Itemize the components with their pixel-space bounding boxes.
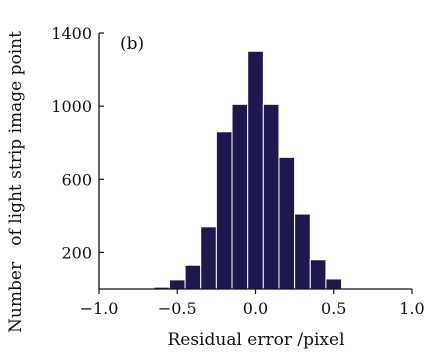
histogram-bar (168, 279, 186, 290)
x-axis-title: Residual error /pixel (167, 330, 344, 350)
histogram-bar (184, 264, 202, 290)
histogram-bar (231, 103, 249, 290)
histogram-bar (200, 226, 217, 290)
x-tick-label: −0.5 (158, 299, 197, 318)
x-tick-label: 0.0 (243, 299, 268, 318)
histogram-bar (215, 131, 233, 290)
y-tick-label: 200 (61, 243, 92, 262)
histogram-bar (325, 278, 343, 290)
histogram-bar (247, 50, 264, 290)
histogram-bar (262, 103, 280, 290)
y-tick-label: 1000 (51, 97, 92, 116)
x-tick-label: 1.0 (399, 299, 424, 318)
panel-label: (b) (120, 34, 144, 54)
y-tick-label: 600 (61, 170, 92, 189)
x-tick-label: 0.5 (321, 299, 346, 318)
histogram-bar (278, 156, 296, 290)
y-axis-title: Number of light strip image point (6, 31, 26, 333)
y-tick-label: 1400 (51, 24, 92, 43)
x-ticks: −1.0 −0.5 0.0 0.5 1.0 (80, 289, 425, 318)
x-tick-label: −1.0 (80, 299, 119, 318)
y-ticks: 200 600 1000 1400 (51, 24, 104, 262)
histogram-bar (309, 259, 327, 290)
histogram-bar (294, 213, 311, 290)
histogram-bars (153, 50, 343, 290)
